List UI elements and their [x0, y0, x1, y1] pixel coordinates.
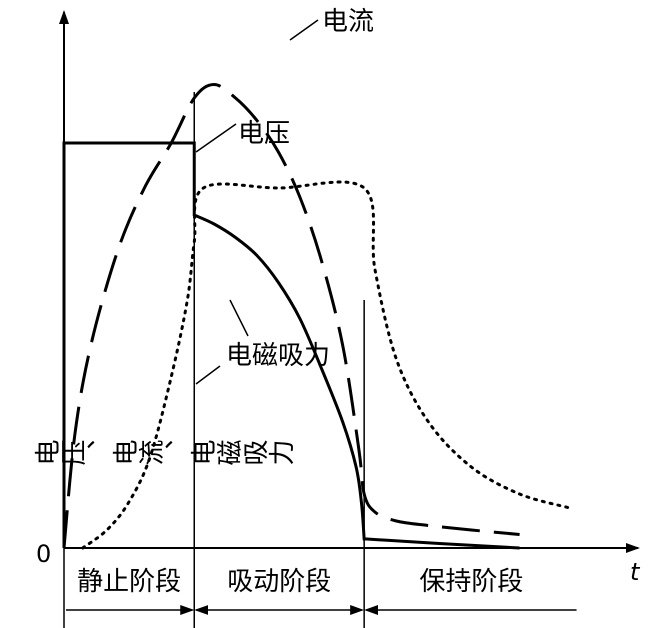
phase-row: 静止阶段 吸动阶段 保持阶段	[66, 567, 577, 615]
series-line-电压	[62, 141, 520, 550]
series-label-0: 电压	[238, 119, 290, 149]
series-line-电磁吸力	[81, 180, 570, 550]
y-axis-label: 电压、电流、电磁吸力	[34, 440, 294, 470]
series-label-1: 电流	[322, 7, 374, 37]
phase-label-0: 静止阶段	[77, 567, 181, 597]
origin-label: 0	[36, 540, 51, 568]
curves	[62, 82, 570, 550]
series-leader-2	[229, 299, 249, 337]
series-line-电流	[62, 82, 520, 549]
force-leader-lower	[195, 365, 221, 385]
series-leader-0	[195, 123, 237, 153]
series-label-2: 电磁吸力	[226, 341, 330, 371]
phase-label-2: 保持阶段	[419, 567, 523, 597]
x-axis-label: t	[630, 558, 641, 586]
series-leader-1	[289, 19, 319, 41]
phase-label-1: 吸动阶段	[227, 567, 331, 597]
